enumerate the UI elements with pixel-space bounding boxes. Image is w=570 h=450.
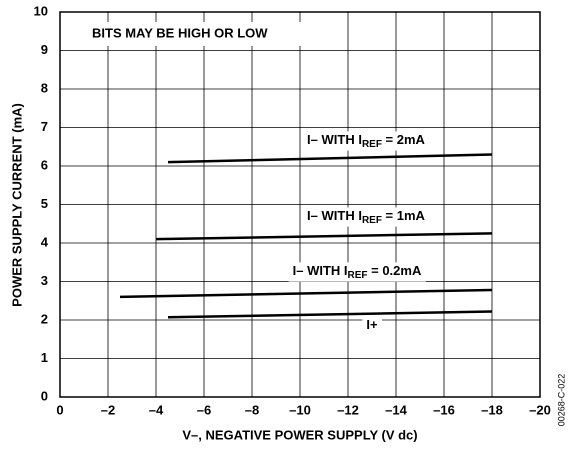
series-label-part: = 2mA (382, 132, 426, 147)
y-tick-label: 6 (41, 157, 48, 172)
series-label: I– WITH IREF = 2mA (307, 132, 425, 149)
series-label: I+ (366, 317, 378, 332)
series-label-part: = 1mA (382, 208, 426, 223)
x-tick-label: –8 (245, 402, 259, 417)
series-line (119, 288, 493, 299)
y-tick-label: 1 (41, 350, 48, 365)
y-tick-label: 2 (41, 311, 48, 326)
x-tick-label: –4 (149, 402, 164, 417)
x-axis-title: V–, NEGATIVE POWER SUPPLY (V dc) (182, 427, 417, 442)
plot-frame (59, 11, 541, 398)
y-tick-label: 7 (41, 119, 48, 134)
y-tick-label: 5 (41, 196, 48, 211)
x-tick-label: –10 (289, 402, 311, 417)
y-tick-label: 3 (41, 273, 48, 288)
y-tick-label: 4 (41, 234, 49, 249)
figure-id: 00268-C-022 (556, 374, 566, 427)
series-label: I– WITH IREF = 0.2mA (293, 263, 422, 280)
note-background (84, 22, 312, 46)
series-label-part: = 0.2mA (368, 263, 422, 278)
series-line (167, 310, 493, 319)
series-label-part: REF (348, 270, 368, 281)
x-tick-label: –18 (481, 402, 503, 417)
series-label-part: I+ (366, 317, 378, 332)
y-axis-title: POWER SUPPLY CURRENT (mA) (9, 103, 24, 307)
x-tick-label: –16 (433, 402, 455, 417)
x-tick-label: –6 (197, 402, 211, 417)
label-background (303, 207, 430, 227)
y-tick-label: 9 (41, 42, 48, 57)
label-background (288, 262, 426, 282)
series-label: I– WITH IREF = 1mA (307, 208, 425, 225)
label-background (303, 131, 430, 151)
series-label-part: REF (362, 215, 382, 226)
label-background (362, 316, 383, 334)
x-tick-label: –2 (101, 402, 115, 417)
x-tick-label: –12 (337, 402, 359, 417)
series-label-part: I– WITH I (293, 263, 348, 278)
y-tick-label: 10 (34, 3, 48, 18)
x-tick-label: –14 (385, 402, 407, 417)
x-tick-label: –20 (529, 402, 551, 417)
series-label-part: I– WITH I (307, 132, 362, 147)
y-tick-label: 0 (41, 388, 48, 403)
series-line (155, 232, 493, 241)
x-tick-label: 0 (56, 402, 63, 417)
note: BITS MAY BE HIGH OR LOW (92, 25, 268, 40)
series-label-part: I– WITH I (307, 208, 362, 223)
series-line (167, 153, 493, 164)
series-label-part: REF (362, 139, 382, 150)
y-tick-label: 8 (41, 80, 48, 95)
